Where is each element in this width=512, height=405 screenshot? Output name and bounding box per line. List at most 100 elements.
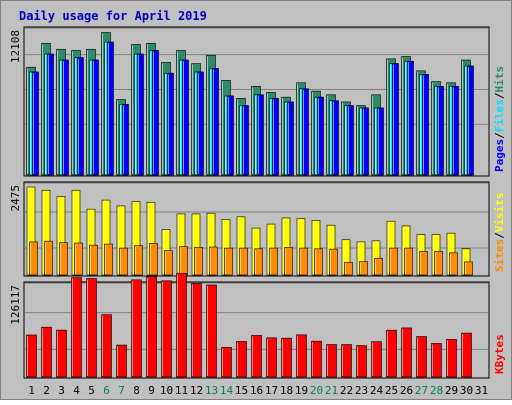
bar-sites-day-14 xyxy=(224,247,233,276)
bar-pages-day-25 xyxy=(392,63,399,176)
bar-kbytes-day-16-fill xyxy=(251,335,262,378)
bar-sites-day-23-fill xyxy=(359,261,368,276)
bar-kbytes-day-12 xyxy=(191,283,202,378)
y-max-label: 126117 xyxy=(9,285,22,325)
x-tick-day-31: 31 xyxy=(475,384,488,397)
bar-sites-day-15 xyxy=(239,247,248,276)
bar-pages-day-4-fill xyxy=(77,57,84,176)
bar-sites-day-19-fill xyxy=(299,247,308,276)
bar-pages-day-8 xyxy=(137,53,144,176)
bar-kbytes-day-7-fill xyxy=(116,344,127,378)
bar-pages-day-3 xyxy=(62,59,69,176)
bar-sites-day-7-fill xyxy=(119,247,128,276)
bar-pages-day-15 xyxy=(242,105,249,176)
bar-pages-day-2-fill xyxy=(47,53,54,176)
bar-pages-day-21 xyxy=(332,100,339,176)
x-tick-day-25: 25 xyxy=(385,384,398,397)
bar-kbytes-day-17 xyxy=(266,337,277,378)
bar-pages-day-24-fill xyxy=(377,107,384,176)
x-tick-day-2: 2 xyxy=(43,384,50,397)
y-max-label: 2475 xyxy=(9,185,22,212)
x-tick-day-3: 3 xyxy=(58,384,65,397)
x-tick-day-23: 23 xyxy=(355,384,368,397)
bar-kbytes-day-15 xyxy=(236,341,247,378)
bar-kbytes-day-21-fill xyxy=(326,344,337,378)
bar-kbytes-day-9-fill xyxy=(146,276,157,378)
bar-kbytes-day-14 xyxy=(221,347,232,378)
bar-pages-day-12-fill xyxy=(197,71,204,176)
x-tick-day-27: 27 xyxy=(415,384,428,397)
bar-sites-day-18-fill xyxy=(284,247,293,276)
bar-pages-day-21-fill xyxy=(332,100,339,176)
bar-pages-day-5 xyxy=(92,59,99,176)
bar-pages-day-19 xyxy=(302,88,309,176)
bar-sites-day-8-fill xyxy=(134,245,143,276)
legend-visits: Visits xyxy=(493,193,506,233)
x-tick-day-11: 11 xyxy=(175,384,188,397)
x-tick-day-1: 1 xyxy=(28,384,35,397)
x-tick-day-17: 17 xyxy=(265,384,278,397)
bar-kbytes-day-14-fill xyxy=(221,347,232,378)
x-tick-day-20: 20 xyxy=(310,384,323,397)
bar-pages-day-6 xyxy=(107,41,114,176)
bar-sites-day-18 xyxy=(284,247,293,276)
bar-sites-day-5 xyxy=(89,244,98,276)
bar-kbytes-day-15-fill xyxy=(236,341,247,378)
bar-sites-day-21 xyxy=(329,248,338,276)
bar-sites-day-24 xyxy=(374,257,383,276)
bar-kbytes-day-29 xyxy=(446,339,457,378)
bar-sites-day-5-fill xyxy=(89,244,98,276)
bar-sites-day-20 xyxy=(314,248,323,276)
bar-sites-day-22 xyxy=(344,261,353,276)
bar-kbytes-day-11-fill xyxy=(176,273,187,378)
bar-sites-day-6 xyxy=(104,243,113,276)
bar-pages-day-7 xyxy=(122,104,129,176)
bar-kbytes-day-20 xyxy=(311,340,322,378)
bar-sites-day-15-fill xyxy=(239,247,248,276)
bar-sites-day-17-fill xyxy=(269,247,278,276)
bar-sites-day-13-fill xyxy=(209,246,218,276)
x-tick-day-19: 19 xyxy=(295,384,308,397)
bar-kbytes-day-8 xyxy=(131,279,142,378)
bar-pages-day-13 xyxy=(212,68,219,176)
bar-pages-day-25-fill xyxy=(392,63,399,176)
bar-sites-day-14-fill xyxy=(224,247,233,276)
bar-kbytes-day-1-fill xyxy=(26,334,37,378)
bar-sites-day-30-fill xyxy=(464,261,473,276)
bar-kbytes-day-5-fill xyxy=(86,278,97,378)
legend-separator: / xyxy=(493,232,506,239)
bar-kbytes-day-16 xyxy=(251,335,262,378)
bar-kbytes-day-25 xyxy=(386,329,397,378)
x-tick-day-14: 14 xyxy=(220,384,234,397)
y-max-label: 12108 xyxy=(9,30,22,63)
bar-kbytes-day-27 xyxy=(416,336,427,378)
bar-kbytes-day-10 xyxy=(161,280,172,378)
bar-sites-day-17 xyxy=(269,247,278,276)
bar-sites-day-26 xyxy=(404,247,413,276)
bar-kbytes-day-6 xyxy=(101,314,112,378)
bar-pages-day-13-fill xyxy=(212,68,219,176)
bar-kbytes-day-24 xyxy=(371,341,382,378)
bar-kbytes-day-4-fill xyxy=(71,277,82,378)
bar-kbytes-day-17-fill xyxy=(266,337,277,378)
bar-pages-day-18-fill xyxy=(287,101,294,176)
x-tick-day-8: 8 xyxy=(133,384,140,397)
bar-pages-day-11 xyxy=(182,59,189,176)
bar-sites-day-1 xyxy=(29,241,38,276)
x-tick-day-4: 4 xyxy=(73,384,80,397)
side-legend: KBytes xyxy=(493,334,506,374)
bar-kbytes-day-22 xyxy=(341,344,352,378)
bar-kbytes-day-20-fill xyxy=(311,340,322,378)
bar-pages-day-10-fill xyxy=(167,72,174,176)
bar-sites-day-12 xyxy=(194,247,203,276)
bar-pages-day-5-fill xyxy=(92,59,99,176)
bar-sites-day-9 xyxy=(149,243,158,276)
bar-pages-day-28 xyxy=(437,86,444,176)
bar-kbytes-day-10-fill xyxy=(161,280,172,378)
bar-pages-day-11-fill xyxy=(182,59,189,176)
bar-pages-day-3-fill xyxy=(62,59,69,176)
bar-sites-day-19 xyxy=(299,247,308,276)
bar-kbytes-day-19-fill xyxy=(296,334,307,378)
bar-pages-day-14-fill xyxy=(227,95,234,176)
bar-kbytes-day-25-fill xyxy=(386,329,397,378)
